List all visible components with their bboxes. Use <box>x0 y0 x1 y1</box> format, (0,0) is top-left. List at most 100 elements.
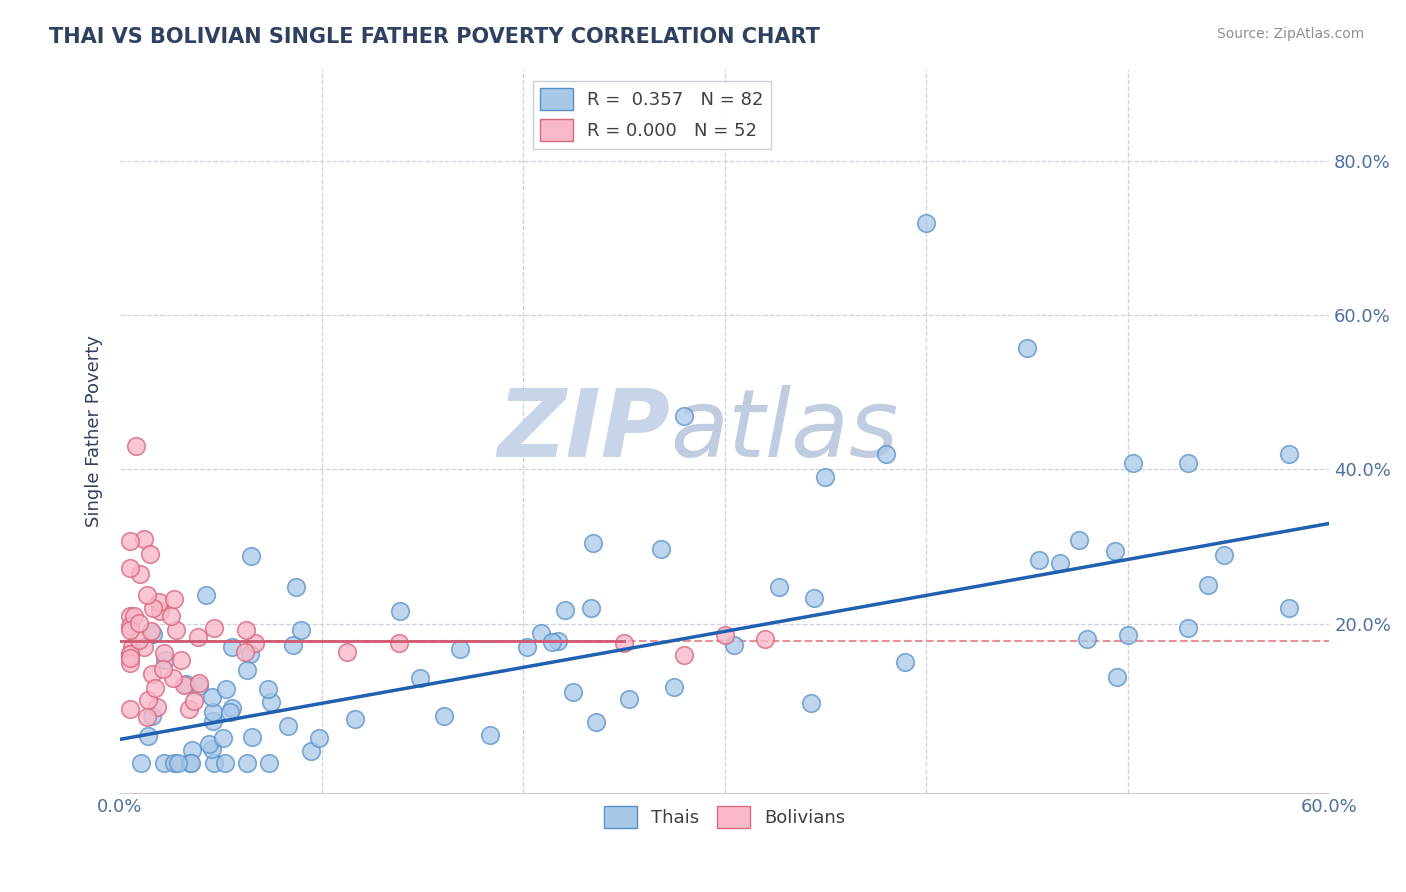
Point <box>215 682 238 697</box>
Point <box>239 549 262 563</box>
Point <box>803 591 825 605</box>
Point <box>121 640 143 654</box>
Point <box>650 541 672 556</box>
Point <box>160 609 183 624</box>
Point <box>449 642 471 657</box>
Point <box>167 756 190 770</box>
Point <box>139 547 162 561</box>
Point <box>118 701 141 715</box>
Text: THAI VS BOLIVIAN SINGLE FATHER POVERTY CORRELATION CHART: THAI VS BOLIVIAN SINGLE FATHER POVERTY C… <box>49 27 820 46</box>
Text: Source: ZipAtlas.com: Source: ZipAtlas.com <box>1216 27 1364 41</box>
Point <box>409 671 432 685</box>
Point <box>118 561 141 575</box>
Point <box>582 536 605 550</box>
Point <box>198 737 221 751</box>
Point <box>344 712 367 726</box>
Point <box>814 470 837 484</box>
Point <box>180 743 202 757</box>
Point <box>277 719 299 733</box>
Point <box>713 628 735 642</box>
Point <box>1049 556 1071 570</box>
Point <box>188 676 211 690</box>
Point <box>195 588 218 602</box>
Point <box>153 653 176 667</box>
Point <box>768 580 790 594</box>
Point <box>141 709 163 723</box>
Point <box>183 694 205 708</box>
Point <box>754 632 776 647</box>
Point <box>299 744 322 758</box>
Point <box>1177 456 1199 470</box>
Point <box>245 636 267 650</box>
Point <box>257 682 280 697</box>
Point <box>120 656 142 670</box>
Point <box>120 648 142 662</box>
Point <box>1116 628 1139 642</box>
Point <box>177 701 200 715</box>
Point <box>153 646 176 660</box>
Point <box>1122 456 1144 470</box>
Point <box>1213 548 1236 562</box>
Point <box>125 439 148 453</box>
Point <box>1278 447 1301 461</box>
Point <box>134 532 156 546</box>
Point <box>530 626 553 640</box>
Point <box>118 648 141 662</box>
Point <box>1107 670 1129 684</box>
Point <box>664 680 686 694</box>
Point <box>284 580 307 594</box>
Text: ZIP: ZIP <box>498 385 671 477</box>
Point <box>875 447 897 461</box>
Point <box>336 645 359 659</box>
Point <box>141 667 163 681</box>
Point <box>257 756 280 770</box>
Point <box>165 623 187 637</box>
Point <box>236 664 259 678</box>
Point <box>281 638 304 652</box>
Point <box>1197 578 1219 592</box>
Point <box>148 594 170 608</box>
Point <box>619 692 641 706</box>
Point <box>136 588 159 602</box>
Point <box>800 696 823 710</box>
Point <box>1015 341 1038 355</box>
Point <box>218 706 240 720</box>
Point <box>478 728 501 742</box>
Point <box>915 216 938 230</box>
Point <box>1104 544 1126 558</box>
Point <box>187 630 209 644</box>
Point <box>118 619 141 633</box>
Point <box>179 756 201 770</box>
Point <box>202 756 225 770</box>
Point <box>554 603 576 617</box>
Point <box>131 756 153 770</box>
Point <box>143 681 166 695</box>
Point <box>290 624 312 638</box>
Point <box>118 534 141 549</box>
Text: atlas: atlas <box>671 385 898 476</box>
Point <box>214 756 236 770</box>
Point <box>673 648 696 662</box>
Point <box>723 638 745 652</box>
Point <box>118 650 141 665</box>
Point <box>152 756 174 770</box>
Point <box>260 695 283 709</box>
Point <box>613 636 636 650</box>
Point <box>128 632 150 647</box>
Point <box>141 624 163 639</box>
Point <box>163 756 186 770</box>
Point <box>136 729 159 743</box>
Point <box>118 648 141 663</box>
Point <box>562 685 585 699</box>
Point <box>142 601 165 615</box>
Point <box>673 409 696 423</box>
Point <box>169 653 191 667</box>
Point <box>188 679 211 693</box>
Point <box>211 731 233 745</box>
Point <box>174 676 197 690</box>
Point <box>122 608 145 623</box>
Point <box>1067 533 1090 547</box>
Point <box>128 615 150 630</box>
Legend: Thais, Bolivians: Thais, Bolivians <box>596 798 852 835</box>
Point <box>152 661 174 675</box>
